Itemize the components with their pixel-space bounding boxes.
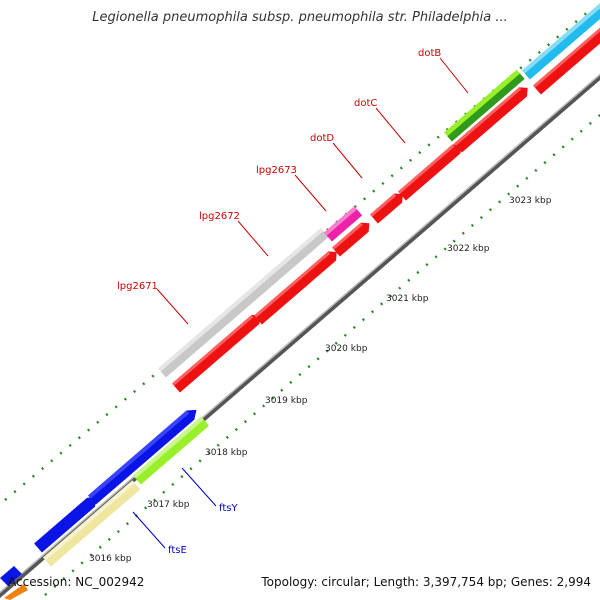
genome-title: Legionella pneumophila subsp. pneumophil… bbox=[92, 10, 508, 25]
reverse-strand-genes bbox=[172, 23, 600, 393]
gene-blue-1[interactable] bbox=[34, 492, 101, 553]
scale-labels: 3023 kbp 3022 kbp 3021 kbp 3020 kbp 3019… bbox=[89, 196, 552, 564]
gene-ftsE[interactable] bbox=[43, 480, 141, 567]
gene-ftsY[interactable] bbox=[133, 416, 210, 485]
gene-label-lpg2671[interactable]: lpg2671 bbox=[117, 281, 158, 292]
gene-red-7[interactable] bbox=[533, 23, 600, 95]
scale-label-3019: 3019 kbp bbox=[265, 396, 308, 406]
scale-label-3018: 3018 kbp bbox=[205, 448, 248, 458]
gene-label-dotC[interactable]: dotC bbox=[354, 98, 377, 109]
scale-label-3016: 3016 kbp bbox=[89, 554, 132, 564]
gene-labels: dotB dotC dotD lpg2673 lpg2672 lpg2671 f… bbox=[117, 48, 469, 556]
tick-row-inner bbox=[44, 114, 600, 596]
gene-label-dotB[interactable]: dotB bbox=[418, 48, 441, 59]
accession-text: Accession: NC_002942 bbox=[8, 575, 145, 589]
gene-label-lpg2672[interactable]: lpg2672 bbox=[199, 211, 240, 222]
gene-cyan-block[interactable] bbox=[522, 0, 600, 80]
gene-label-ftsE[interactable]: ftsE bbox=[168, 545, 187, 556]
gene-label-lpg2673[interactable]: lpg2673 bbox=[256, 165, 297, 176]
gene-red-3[interactable] bbox=[332, 219, 373, 257]
gene-blue-2[interactable] bbox=[88, 405, 200, 505]
gene-label-dotD[interactable]: dotD bbox=[310, 133, 334, 144]
gene-red-2[interactable] bbox=[254, 248, 341, 325]
gene-lpg2671-lpg2672-block[interactable] bbox=[158, 227, 329, 378]
gene-red-4[interactable] bbox=[370, 190, 407, 224]
scale-label-3017: 3017 kbp bbox=[147, 500, 190, 510]
forward-strand-genes bbox=[34, 0, 600, 567]
gene-lpg2673[interactable] bbox=[324, 206, 363, 242]
gene-red-5[interactable] bbox=[398, 140, 465, 201]
scale-label-3022: 3022 kbp bbox=[447, 244, 490, 254]
scale-label-3020: 3020 kbp bbox=[325, 344, 368, 354]
corner-marker bbox=[0, 566, 28, 600]
gene-red-6[interactable] bbox=[454, 83, 531, 153]
scale-label-3021: 3021 kbp bbox=[386, 294, 429, 304]
topology-summary: Topology: circular; Length: 3,397,754 bp… bbox=[261, 575, 591, 589]
scale-label-3023: 3023 kbp bbox=[509, 196, 552, 206]
gene-red-1[interactable] bbox=[172, 311, 264, 393]
gene-label-ftsY[interactable]: ftsY bbox=[219, 503, 238, 514]
